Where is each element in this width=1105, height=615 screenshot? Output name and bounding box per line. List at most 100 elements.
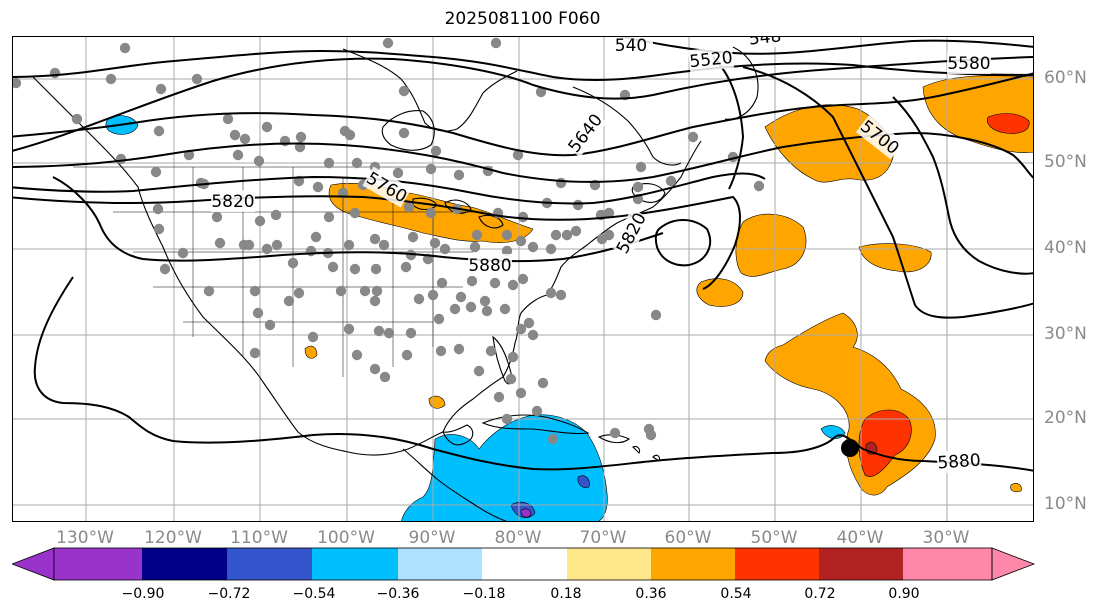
station-marker [753, 180, 765, 192]
station-marker [398, 85, 410, 97]
colorbar-segment [567, 548, 651, 580]
contour-label: 540 [615, 37, 647, 56]
colorbar-tick-label: 0.90 [888, 586, 920, 602]
height-contour [712, 56, 745, 190]
coastline [478, 214, 504, 229]
station-marker [343, 239, 355, 251]
storm-center-marker [841, 439, 859, 457]
anomaly-area [304, 345, 318, 359]
colorbar-tick-label: −0.90 [121, 586, 165, 602]
anomaly-area [428, 395, 446, 409]
station-marker [507, 351, 519, 363]
station-marker [501, 413, 513, 425]
coastline [631, 183, 666, 203]
coastline [444, 199, 472, 214]
station-marker [105, 73, 117, 85]
colorbar-border [53, 547, 993, 581]
colorbar-segment [54, 548, 142, 580]
station-marker [378, 239, 390, 251]
station-marker [270, 209, 282, 221]
station-marker [323, 157, 335, 169]
station-marker [436, 277, 448, 289]
coastline [572, 86, 682, 166]
station-marker [405, 327, 417, 339]
station-marker [439, 243, 451, 255]
anomaly-area [696, 278, 744, 307]
contour-label: 5580 [947, 54, 990, 74]
station-marker [252, 307, 264, 319]
station-marker [293, 287, 305, 299]
station-marker [479, 295, 491, 307]
colorbar-tick-label: −0.18 [462, 586, 506, 602]
anomaly-area [820, 425, 846, 439]
coastline [632, 445, 641, 454]
height-contour [617, 37, 1033, 55]
station-marker [665, 175, 677, 187]
anomaly-area [987, 113, 1030, 134]
station-markers [13, 37, 765, 445]
station-marker [177, 247, 189, 259]
station-marker [650, 309, 662, 321]
station-marker [239, 133, 251, 145]
station-marker [370, 263, 382, 275]
contour-label: 5820 [211, 192, 254, 212]
station-marker [371, 285, 383, 297]
station-marker [466, 275, 478, 287]
station-marker [351, 349, 363, 361]
map-panel[interactable]: 540 5520 548 5580 5640 5700 5760 5820 5820 5880 58… [12, 36, 1034, 522]
height-contour [13, 131, 1033, 183]
station-marker [499, 303, 511, 315]
anomaly-area [764, 312, 936, 496]
station-marker [430, 145, 442, 157]
station-marker [407, 231, 419, 243]
station-marker [327, 261, 339, 273]
station-marker [203, 285, 215, 297]
longitude-label: 120°W [144, 528, 202, 548]
contour-label-bg [211, 190, 255, 212]
colorbar-tick-label: −0.54 [292, 586, 336, 602]
station-marker [335, 285, 347, 297]
coastline [442, 140, 702, 433]
colorbar-segment [651, 548, 735, 580]
colorbar-tick-label: 0.36 [635, 586, 667, 602]
station-marker [449, 303, 461, 315]
colorbar-segment [398, 548, 482, 580]
station-marker [453, 169, 465, 181]
station-marker [152, 203, 164, 215]
station-marker [501, 245, 513, 257]
contour-label-bg [468, 254, 512, 276]
anomaly-area [858, 243, 932, 273]
height-contour [13, 72, 1033, 157]
station-marker [481, 305, 493, 317]
station-marker [369, 233, 381, 245]
station-marker [383, 327, 395, 339]
colorbar-extend-high [991, 547, 1036, 581]
colorbar-tick-label: 0.72 [804, 586, 836, 602]
colorbar-segment [227, 548, 312, 580]
station-marker [382, 37, 394, 49]
station-marker [305, 245, 317, 257]
colorbar-segment [142, 548, 227, 580]
colorbar-segment [482, 548, 567, 580]
longitude-label: 110°W [230, 528, 288, 548]
height-contour [654, 219, 712, 267]
station-marker [535, 86, 547, 98]
station-marker [507, 279, 519, 291]
longitude-label: 70°W [579, 528, 627, 548]
station-marker [211, 211, 223, 223]
station-marker [392, 167, 404, 179]
station-marker [545, 243, 557, 255]
station-marker [523, 317, 535, 329]
station-marker [515, 323, 527, 335]
station-marker [400, 261, 412, 273]
colorbar-tick-label: 0.54 [720, 586, 752, 602]
station-marker [427, 289, 439, 301]
station-marker [517, 273, 529, 285]
coastlines [32, 46, 759, 521]
station-marker [527, 329, 539, 341]
longitude-label: 90°W [408, 528, 456, 548]
station-marker [609, 427, 621, 439]
colorbar [12, 547, 1036, 581]
station-marker [214, 237, 226, 249]
